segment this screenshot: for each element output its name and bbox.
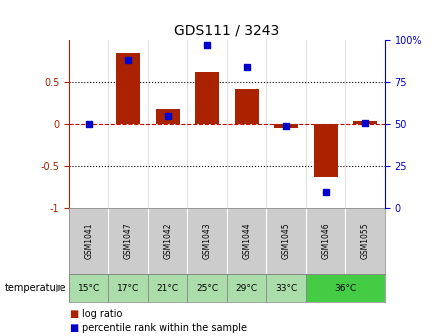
Title: GDS111 / 3243: GDS111 / 3243: [174, 24, 279, 38]
Text: GSM1043: GSM1043: [203, 223, 212, 259]
Text: GSM1042: GSM1042: [163, 223, 172, 259]
Text: temperature: temperature: [4, 283, 66, 293]
Point: [362, 120, 369, 125]
Text: GSM1046: GSM1046: [321, 223, 330, 259]
Text: 25°C: 25°C: [196, 284, 218, 293]
Bar: [187, 274, 227, 302]
Text: 36°C: 36°C: [334, 284, 356, 293]
Text: GSM1044: GSM1044: [242, 223, 251, 259]
Text: 15°C: 15°C: [77, 284, 100, 293]
Bar: [69, 274, 109, 302]
Bar: [267, 274, 306, 302]
Point: [85, 122, 92, 127]
Bar: [275, 124, 298, 128]
Text: 21°C: 21°C: [157, 284, 179, 293]
Bar: [148, 274, 187, 302]
Point: [164, 113, 171, 119]
Text: ▶: ▶: [56, 283, 65, 293]
Text: 33°C: 33°C: [275, 284, 297, 293]
Text: 17°C: 17°C: [117, 284, 139, 293]
Point: [322, 189, 329, 194]
Bar: [117, 53, 140, 124]
Point: [283, 123, 290, 129]
Bar: [195, 72, 219, 124]
Point: [243, 65, 250, 70]
Text: ■: ■: [69, 323, 78, 333]
Point: [204, 43, 211, 48]
Text: GSM1041: GSM1041: [84, 223, 93, 259]
Bar: [109, 274, 148, 302]
Bar: [156, 109, 179, 124]
Bar: [306, 274, 385, 302]
Bar: [314, 124, 338, 177]
Text: ■: ■: [69, 309, 78, 319]
Bar: [353, 121, 377, 124]
Bar: [235, 89, 259, 124]
Text: log ratio: log ratio: [82, 309, 123, 319]
Text: percentile rank within the sample: percentile rank within the sample: [82, 323, 247, 333]
Text: GSM1047: GSM1047: [124, 223, 133, 259]
Bar: [227, 274, 267, 302]
Text: GSM1045: GSM1045: [282, 223, 291, 259]
Point: [125, 58, 132, 63]
Text: 29°C: 29°C: [236, 284, 258, 293]
Text: GSM1055: GSM1055: [361, 223, 370, 259]
